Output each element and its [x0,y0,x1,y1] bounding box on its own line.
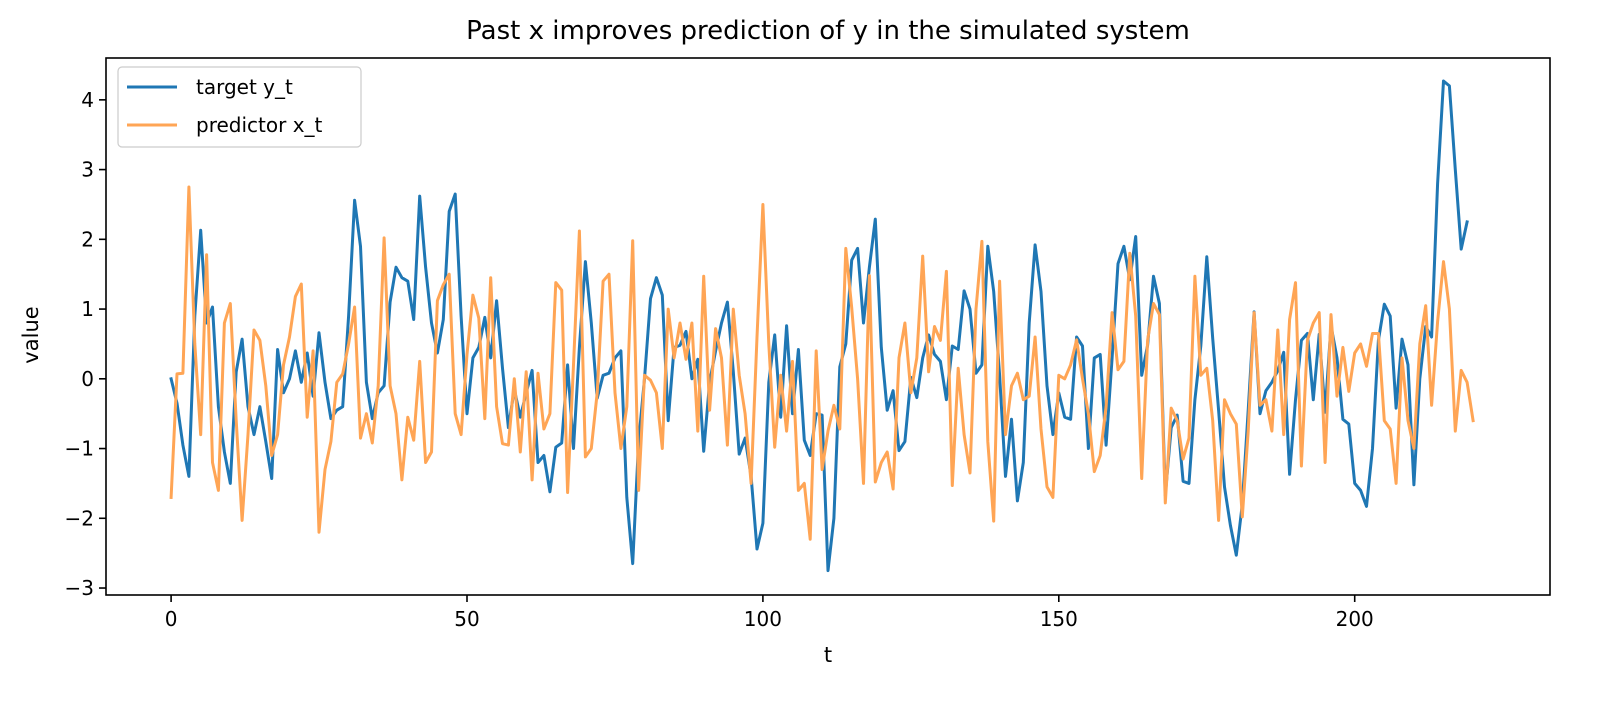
legend-label-0: target y_t [196,75,293,99]
y-tick-label: 3 [81,158,94,182]
x-axis: 0 50 100 150 200 [165,595,1374,631]
x-tick-label: 200 [1336,607,1374,631]
y-tick-label: −3 [65,576,94,600]
y-tick-label: −2 [65,506,94,530]
legend-label-1: predictor x_t [196,113,323,137]
x-axis-label: t [824,643,832,667]
series-line-0 [169,79,1469,573]
y-tick-label: 2 [81,227,94,251]
x-tick-label: 50 [454,607,479,631]
y-tick-label: −1 [65,437,94,461]
x-tick-label: 0 [165,607,178,631]
legend: target y_t predictor x_t [117,66,362,148]
y-tick-label: 1 [81,297,94,321]
plot-area [105,57,1551,596]
x-tick-label: 150 [1040,607,1078,631]
legend-box [117,66,362,148]
y-axis-label: value [19,306,43,363]
series-line-1 [169,185,1475,541]
x-tick-label: 100 [744,607,782,631]
y-tick-label: 0 [81,367,94,391]
plot-frame [105,57,1551,596]
y-tick-label: 4 [81,88,94,112]
y-axis: −3 −2 −1 0 1 2 3 4 [65,88,106,600]
chart-title: Past x improves prediction of y in the s… [466,16,1190,46]
